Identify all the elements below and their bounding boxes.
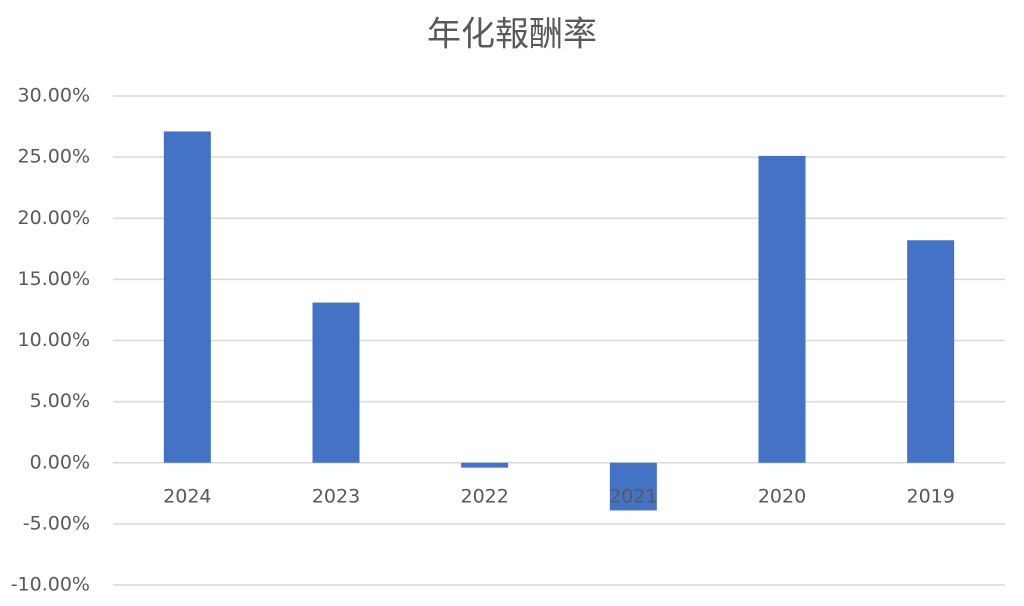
y-tick-label: 20.00%: [18, 207, 90, 229]
bar: [758, 155, 806, 463]
bar: [907, 240, 955, 463]
y-tick-label: -5.00%: [23, 512, 90, 534]
x-tick-label: 2023: [312, 485, 360, 507]
y-tick-label: 30.00%: [18, 85, 90, 107]
y-tick-label: 25.00%: [18, 146, 90, 168]
x-tick-label: 2020: [758, 485, 806, 507]
y-tick-label: -10.00%: [11, 574, 90, 596]
bar: [312, 302, 360, 463]
y-tick-label: 5.00%: [30, 390, 90, 412]
bar: [163, 131, 211, 463]
x-tick-label: 2019: [906, 485, 954, 507]
chart-title: 年化報酬率: [427, 15, 597, 55]
x-tick-label: 2022: [460, 485, 508, 507]
y-tick-label: 0.00%: [30, 451, 90, 473]
y-tick-label: 10.00%: [18, 329, 90, 351]
bar: [461, 462, 509, 468]
y-tick-label: 15.00%: [18, 268, 90, 290]
bar: [609, 462, 657, 511]
x-tick-label: 2021: [609, 485, 657, 507]
x-tick-label: 2024: [163, 485, 211, 507]
